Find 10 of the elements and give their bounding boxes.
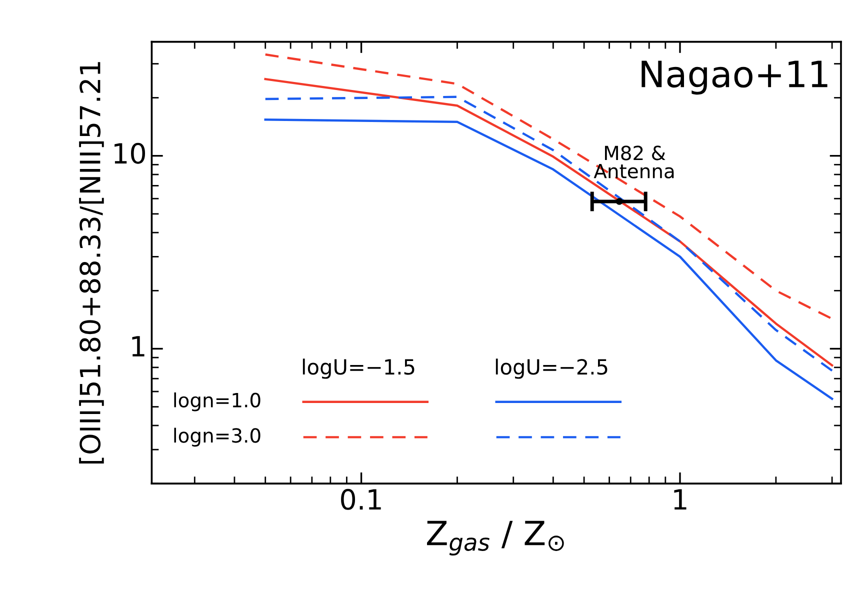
annotation: logU=−1.5 [302,358,414,379]
y-axis-title: [OIII]51.80+88.33/[NIII]57.21 [79,62,104,464]
annotation: logU=−2.5 [496,358,608,379]
x-tick-label: 0.1 [341,488,381,510]
annotation: logn=3.0 [174,428,260,447]
annotation: M82 & Antenna [594,146,674,178]
y-tick-label: 10 [114,142,146,164]
x-axis-title: Z$_{gas}$ / Z$_{⊙}$ [427,520,564,556]
annotation: logn=1.0 [174,392,260,412]
annotation: Nagao+11 [642,60,828,95]
